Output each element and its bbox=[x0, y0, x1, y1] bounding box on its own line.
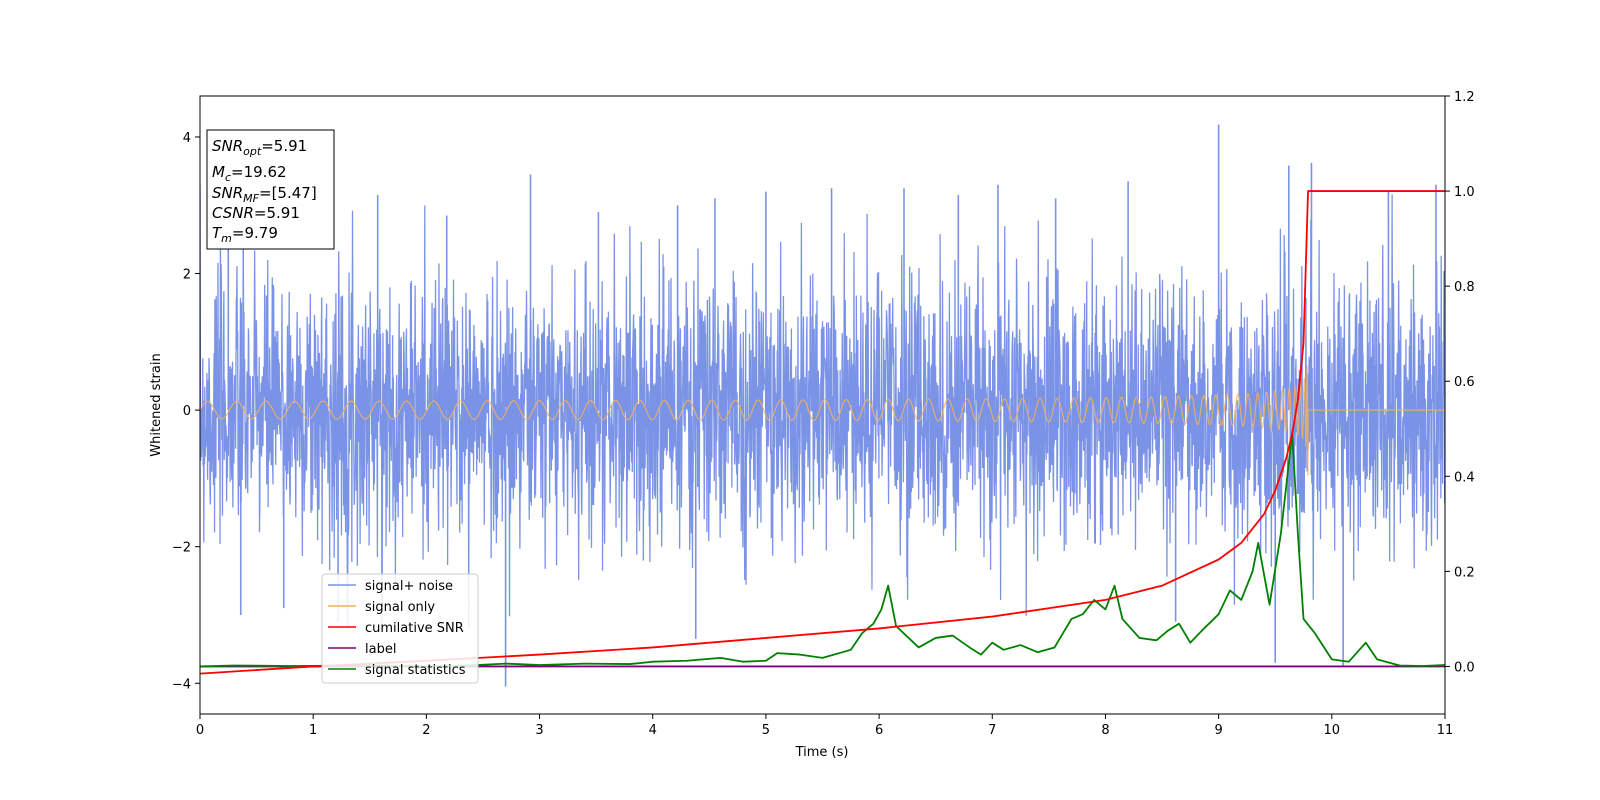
y2-tick-label: 1.0 bbox=[1454, 185, 1475, 200]
x-tick-label: 2 bbox=[422, 723, 430, 738]
y2-tick-label: 1.2 bbox=[1454, 90, 1475, 105]
x-tick-label: 4 bbox=[649, 723, 657, 738]
plot-frame bbox=[199, 95, 1446, 715]
signal-noise-series bbox=[200, 124, 1445, 687]
legend-label-cumulative-snr: cumilative SNR bbox=[365, 621, 464, 636]
y2-tick-label: 0.2 bbox=[1454, 565, 1475, 580]
signal-statistics-line bbox=[200, 432, 1445, 668]
info-merger-time: Tm=9.79 bbox=[212, 224, 278, 245]
y-axis-label: Whitened strain bbox=[149, 353, 164, 456]
x-tick-label: 3 bbox=[535, 723, 543, 738]
x-tick-label: 6 bbox=[875, 723, 883, 738]
y-tick-label: 2 bbox=[183, 268, 191, 283]
x-tick-label: 1 bbox=[309, 723, 317, 738]
x-tick-label: 5 bbox=[762, 723, 770, 738]
legend-entry-signal-noise: signal+ noise bbox=[328, 579, 453, 594]
y-tick-label: −4 bbox=[172, 677, 191, 692]
legend-entry-signal-statistics: signal statistics bbox=[328, 663, 466, 678]
signal-only-line bbox=[200, 365, 1445, 476]
y-tick-label: −2 bbox=[172, 541, 191, 556]
x-tick-label: 9 bbox=[1214, 723, 1222, 738]
x-tick-label: 7 bbox=[988, 723, 996, 738]
info-box-frame bbox=[206, 129, 335, 250]
legend-label-signal-noise: signal+ noise bbox=[365, 579, 453, 594]
legend: signal+ noise signal only cumilative SNR… bbox=[321, 573, 479, 684]
x-axis-label: Time (s) bbox=[795, 745, 849, 760]
y2-tick-label: 0.6 bbox=[1454, 375, 1475, 390]
y2-tick-label: 0.4 bbox=[1454, 470, 1475, 485]
x-tick-label: 8 bbox=[1101, 723, 1109, 738]
info-snr-mf: SNRMF=[5.47] bbox=[212, 184, 317, 205]
y-tick-label: 4 bbox=[183, 131, 191, 146]
x-tick-label: 0 bbox=[196, 723, 204, 738]
y2-tick-label: 0.8 bbox=[1454, 280, 1475, 295]
signal-noise-line bbox=[200, 184, 1445, 629]
y2-tick-label: 0.0 bbox=[1454, 660, 1475, 675]
info-snr-opt: SNRopt=5.91 bbox=[212, 137, 307, 158]
legend-entry-signal-only: signal only bbox=[328, 600, 435, 615]
plot-area bbox=[200, 124, 1445, 687]
x-tick-label: 10 bbox=[1324, 723, 1341, 738]
legend-label-label: label bbox=[365, 642, 396, 657]
y-axis-right: 0.0 0.2 0.4 0.6 0.8 1.0 1.2 bbox=[1445, 90, 1475, 675]
y-axis-left: −4 −2 0 2 4 bbox=[172, 131, 200, 692]
cumulative-snr-line bbox=[200, 190, 1445, 675]
y-tick-label: 0 bbox=[183, 404, 191, 419]
info-csnr: CSNR=5.91 bbox=[212, 204, 300, 222]
info-box: SNRopt=5.91 Mc=19.62 SNRMF=[5.47] CSNR=5… bbox=[206, 129, 335, 250]
legend-entry-label: label bbox=[328, 642, 396, 657]
x-tick-label: 11 bbox=[1437, 723, 1454, 738]
legend-frame bbox=[321, 573, 479, 684]
legend-label-signal-only: signal only bbox=[365, 600, 435, 615]
legend-entry-cumulative-snr: cumilative SNR bbox=[328, 621, 464, 636]
x-axis: 0 1 2 3 4 5 6 7 8 9 10 11 bbox=[196, 714, 1453, 738]
info-chirp-mass: Mc=19.62 bbox=[212, 163, 287, 184]
legend-label-signal-statistics: signal statistics bbox=[365, 663, 466, 678]
signal-only-series bbox=[200, 365, 1445, 476]
